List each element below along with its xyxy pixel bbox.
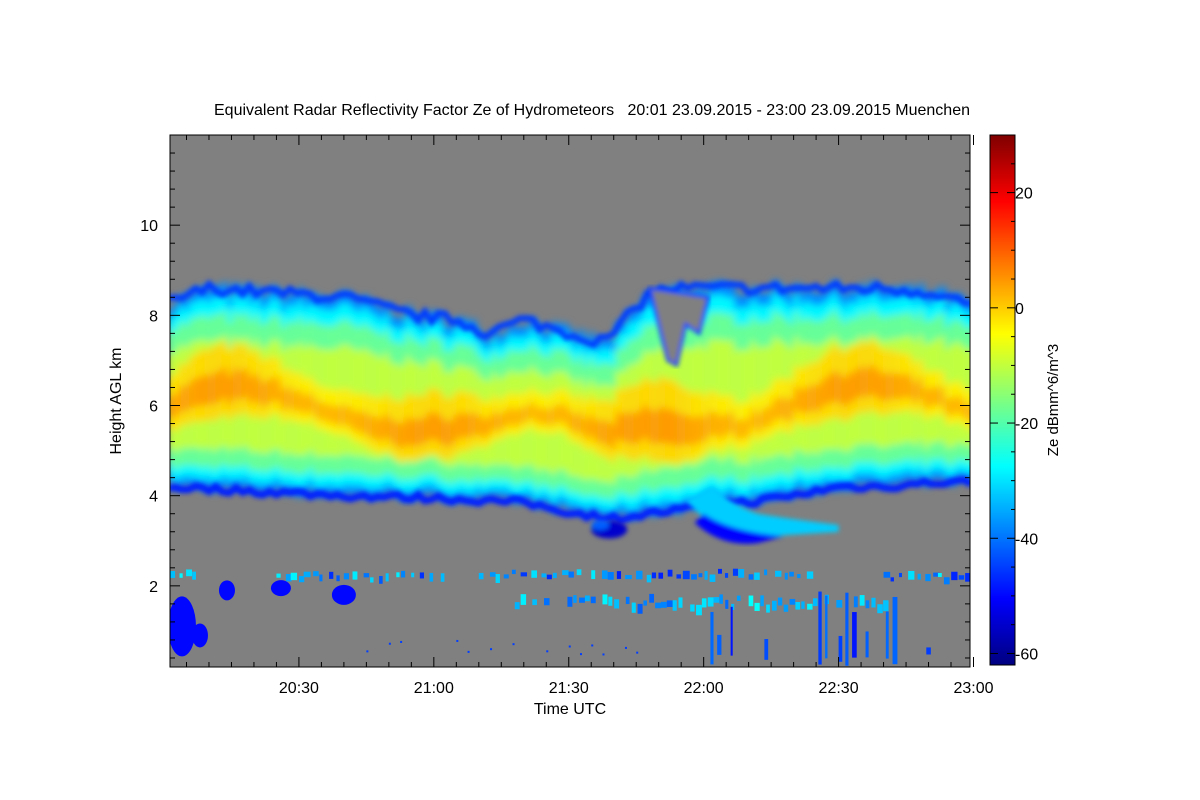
echo-fall-streak [591,486,839,544]
y-axis-label: Height AGL km [108,347,125,454]
x-tick-label: 21:30 [549,680,589,697]
plot-frame [169,134,971,668]
y-tick-label: 8 [149,308,158,325]
x-tick-label: 23:00 [953,680,993,697]
plot-area [170,135,970,667]
x-tick-label: 22:00 [684,680,724,697]
x-axis-label: Time UTC [534,701,606,718]
colorbar-tick-label: -20 [1015,416,1038,433]
y-tick-label: 4 [149,489,158,506]
x-tick-label: 21:00 [414,680,454,697]
x-tick-label: 22:30 [819,680,859,697]
colorbar-gradient [989,134,1016,666]
echo-cloud-edge [170,279,970,525]
colorbar-label: Ze dBmm^6/m^3 [1045,344,1062,456]
x-tick-label: 20:30 [279,680,319,697]
colorbar-tick-label: 20 [1015,186,1033,203]
echo-upper-cloud [170,280,970,520]
colorbar-tick-label: -60 [1015,646,1038,663]
echo-low-level [170,568,970,666]
colorbar-tick-label: 0 [1015,301,1024,318]
colorbar-tick-label: -40 [1015,531,1038,548]
y-tick-label: 10 [140,218,158,235]
x-axis: 20:30 21:00 21:30 22:00 22:30 23:00 [185,135,994,697]
colorbar: -60 -40 -20 0 20 Ze dBmm^6/m^3 [989,134,1062,666]
y-tick-label: 6 [149,399,158,416]
y-axis: 2 4 6 8 10 [140,152,970,659]
chart-title: Equivalent Radar Reflectivity Factor Ze … [214,102,970,119]
y-tick-label: 2 [149,579,158,596]
echo-cloud-gap [647,286,711,368]
